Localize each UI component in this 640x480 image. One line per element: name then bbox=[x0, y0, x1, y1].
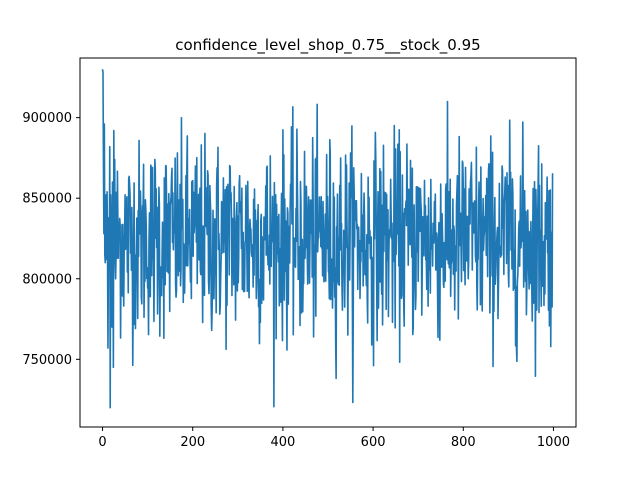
x-tick-label: 1000 bbox=[537, 435, 570, 450]
x-axis: 0 200 400 600 800 1000 bbox=[98, 427, 570, 450]
x-tick-label: 800 bbox=[451, 435, 476, 450]
y-tick-label: 800000 bbox=[22, 272, 72, 287]
y-axis: 750000 800000 850000 900000 bbox=[22, 111, 80, 368]
x-tick-label: 600 bbox=[361, 435, 386, 450]
series-line-0 bbox=[101, 69, 554, 409]
y-tick-label: 900000 bbox=[22, 111, 72, 126]
plot-area bbox=[101, 69, 554, 409]
x-tick-label: 200 bbox=[180, 435, 205, 450]
x-tick-label: 400 bbox=[270, 435, 295, 450]
axes-frame bbox=[79, 57, 577, 428]
y-tick-label: 850000 bbox=[22, 192, 72, 207]
y-tick-label: 750000 bbox=[22, 353, 72, 368]
x-tick-label: 0 bbox=[98, 435, 106, 450]
chart-title: confidence_level_shop_0.75__stock_0.95 bbox=[175, 36, 480, 55]
